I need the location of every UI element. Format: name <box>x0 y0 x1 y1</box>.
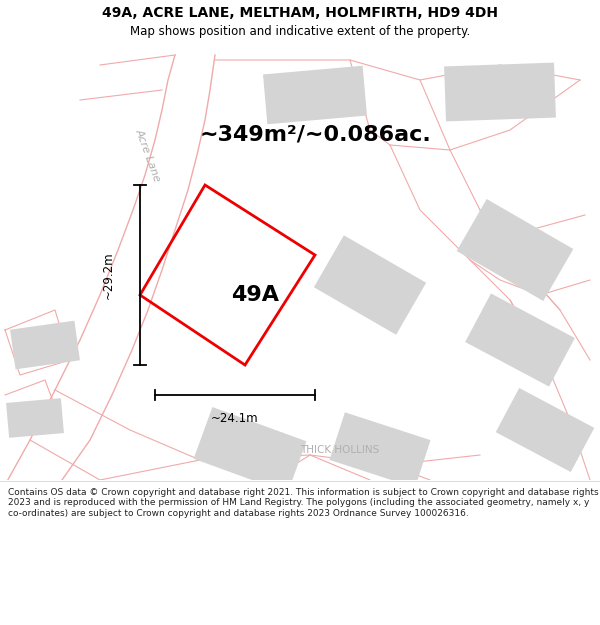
Text: THICK HOLLINS: THICK HOLLINS <box>301 445 380 455</box>
Polygon shape <box>10 321 80 369</box>
Polygon shape <box>314 235 426 335</box>
Polygon shape <box>457 199 574 301</box>
Text: ~24.1m: ~24.1m <box>211 411 259 424</box>
Polygon shape <box>444 62 556 121</box>
Text: 49A, ACRE LANE, MELTHAM, HOLMFIRTH, HD9 4DH: 49A, ACRE LANE, MELTHAM, HOLMFIRTH, HD9 … <box>102 6 498 20</box>
Text: 49A: 49A <box>231 285 279 305</box>
Polygon shape <box>465 293 575 387</box>
Polygon shape <box>194 407 307 493</box>
Text: ~29.2m: ~29.2m <box>101 251 115 299</box>
Polygon shape <box>496 388 594 472</box>
Text: Contains OS data © Crown copyright and database right 2021. This information is : Contains OS data © Crown copyright and d… <box>8 488 599 518</box>
Polygon shape <box>263 66 367 124</box>
Text: ~349m²/~0.086ac.: ~349m²/~0.086ac. <box>200 125 432 145</box>
Polygon shape <box>6 398 64 438</box>
Polygon shape <box>329 412 431 488</box>
Text: Acre Lane: Acre Lane <box>134 127 162 183</box>
Text: Map shows position and indicative extent of the property.: Map shows position and indicative extent… <box>130 26 470 39</box>
